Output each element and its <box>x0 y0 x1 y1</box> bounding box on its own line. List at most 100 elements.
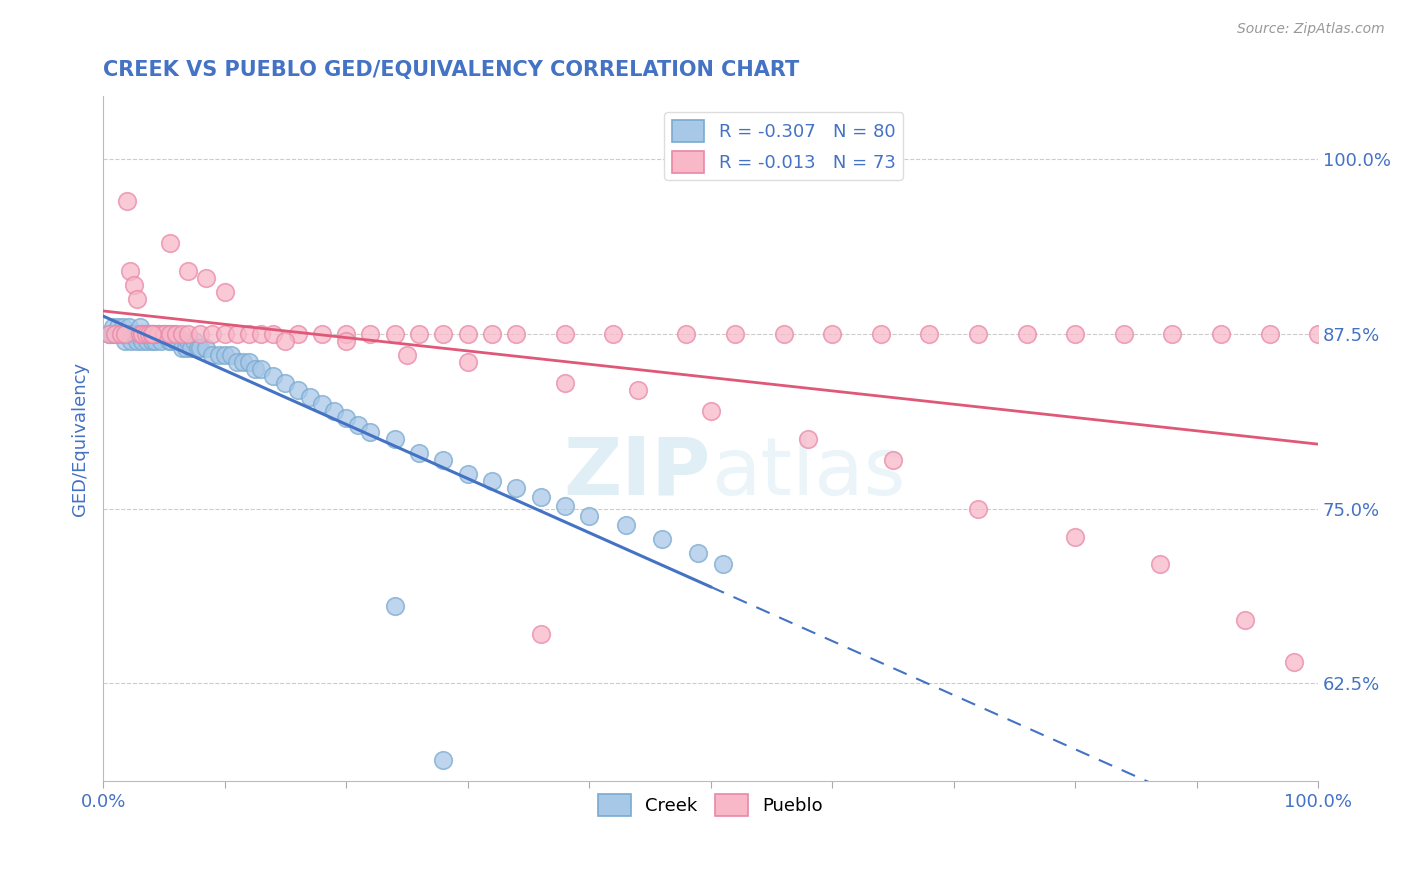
Point <box>432 326 454 341</box>
Point <box>384 599 406 614</box>
Point <box>127 292 149 306</box>
Point <box>1308 326 1330 341</box>
Point <box>141 326 163 341</box>
Point <box>131 334 153 348</box>
Point <box>172 341 194 355</box>
Point <box>335 326 357 341</box>
Point <box>118 264 141 278</box>
Point <box>432 753 454 767</box>
Point <box>614 518 637 533</box>
Point <box>141 334 163 348</box>
Point <box>135 326 157 341</box>
Point <box>120 334 142 348</box>
Point <box>323 404 346 418</box>
Point <box>225 326 247 341</box>
Point <box>128 320 150 334</box>
Point <box>1234 613 1257 627</box>
Text: Source: ZipAtlas.com: Source: ZipAtlas.com <box>1237 22 1385 37</box>
Point <box>104 326 127 341</box>
Point <box>138 326 160 341</box>
Point <box>127 334 149 348</box>
Point <box>141 326 163 341</box>
Point <box>219 348 242 362</box>
Point <box>457 326 479 341</box>
Point <box>675 326 697 341</box>
Point <box>148 326 170 341</box>
Point <box>195 271 218 285</box>
Point <box>311 326 333 341</box>
Point <box>1161 326 1184 341</box>
Point <box>711 558 734 572</box>
Point <box>135 334 157 348</box>
Y-axis label: GED/Equivalency: GED/Equivalency <box>72 361 89 516</box>
Point <box>869 326 891 341</box>
Point <box>967 326 990 341</box>
Point <box>180 341 202 355</box>
Point <box>274 376 297 390</box>
Point <box>124 326 146 341</box>
Point <box>627 383 650 397</box>
Point <box>162 326 184 341</box>
Point <box>188 326 211 341</box>
Point <box>104 326 127 341</box>
Point <box>395 348 418 362</box>
Point <box>146 326 169 341</box>
Point <box>214 348 236 362</box>
Point <box>529 491 551 505</box>
Point <box>1282 655 1305 669</box>
Point <box>167 334 190 348</box>
Point <box>408 445 430 459</box>
Point <box>157 334 180 348</box>
Point <box>138 326 160 341</box>
Point <box>882 452 904 467</box>
Point <box>1015 326 1038 341</box>
Point <box>131 326 153 341</box>
Point <box>177 264 200 278</box>
Point <box>183 334 205 348</box>
Point <box>122 278 145 293</box>
Point <box>554 499 576 513</box>
Point <box>117 326 139 341</box>
Point <box>529 627 551 641</box>
Point <box>347 417 370 432</box>
Point <box>159 326 181 341</box>
Point <box>1258 326 1281 341</box>
Point <box>114 334 136 348</box>
Point <box>117 194 139 209</box>
Point <box>159 236 181 251</box>
Point <box>172 326 194 341</box>
Point <box>772 326 794 341</box>
Point <box>135 326 157 341</box>
Point <box>408 326 430 341</box>
Point <box>1149 558 1171 572</box>
Point <box>918 326 941 341</box>
Point <box>98 326 121 341</box>
Point <box>153 326 176 341</box>
Point <box>250 326 273 341</box>
Point <box>1209 326 1232 341</box>
Point <box>505 326 527 341</box>
Point <box>128 326 150 341</box>
Point <box>143 326 166 341</box>
Point <box>118 326 141 341</box>
Point <box>797 432 820 446</box>
Point <box>243 362 266 376</box>
Point <box>177 334 200 348</box>
Point <box>232 355 254 369</box>
Point <box>578 508 600 523</box>
Point <box>699 404 721 418</box>
Point <box>110 326 132 341</box>
Point <box>250 362 273 376</box>
Point <box>111 320 134 334</box>
Point <box>238 326 260 341</box>
Point <box>287 383 309 397</box>
Text: ZIP: ZIP <box>564 434 710 512</box>
Point <box>122 326 145 341</box>
Point <box>554 326 576 341</box>
Text: atlas: atlas <box>710 434 905 512</box>
Point <box>724 326 747 341</box>
Point <box>225 355 247 369</box>
Point <box>128 326 150 341</box>
Point <box>384 432 406 446</box>
Point <box>145 334 167 348</box>
